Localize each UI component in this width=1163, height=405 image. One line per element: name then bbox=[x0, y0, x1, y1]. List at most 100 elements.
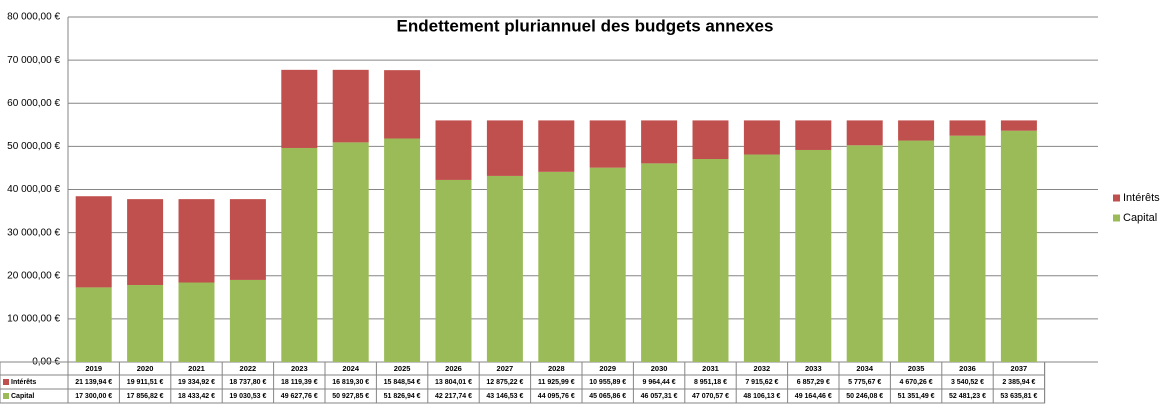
x-tick-label: 2020 bbox=[137, 364, 154, 373]
x-tick-label: 2025 bbox=[394, 364, 411, 373]
table-cell: 8 951,18 € bbox=[694, 379, 727, 386]
bar-segment bbox=[281, 69, 318, 148]
x-tick-label: 2034 bbox=[856, 364, 874, 373]
bar-segment bbox=[127, 199, 164, 285]
bar-segment bbox=[846, 120, 883, 146]
bar-segment bbox=[641, 120, 678, 164]
table-cell: 18 433,42 € bbox=[178, 393, 215, 400]
bar-segment bbox=[435, 120, 472, 180]
table-cell: 11 925,99 € bbox=[538, 379, 575, 386]
bar-segment bbox=[332, 69, 369, 143]
bar-segment bbox=[795, 120, 832, 150]
table-cell: 51 826,94 € bbox=[384, 393, 421, 400]
bar-segment bbox=[589, 120, 626, 168]
x-tick-label: 2022 bbox=[240, 364, 257, 373]
x-tick-label: 2019 bbox=[85, 364, 102, 373]
x-tick-label: 2032 bbox=[754, 364, 771, 373]
table-row-label: Intérêts bbox=[11, 379, 36, 386]
table-cell: 45 065,86 € bbox=[589, 393, 626, 400]
bar-segment bbox=[692, 159, 729, 362]
bar-segment bbox=[538, 171, 575, 362]
chart-title: Endettement pluriannuel des budgets anne… bbox=[397, 16, 774, 35]
bar-segment bbox=[127, 284, 164, 362]
y-tick-label: 30 000,00 € bbox=[7, 227, 60, 238]
bar-segment bbox=[75, 287, 112, 362]
table-cell: 10 955,89 € bbox=[589, 379, 626, 386]
bar-segment bbox=[743, 154, 780, 362]
table-cell: 6 857,29 € bbox=[797, 379, 830, 386]
bar-segment bbox=[435, 179, 472, 362]
bar-segment bbox=[538, 120, 575, 172]
legend-key bbox=[1113, 194, 1120, 202]
bar-segment bbox=[949, 120, 986, 136]
y-tick-label: 80 000,00 € bbox=[7, 12, 60, 23]
y-tick-label: 50 000,00 € bbox=[7, 141, 60, 152]
table-cell: 3 540,52 € bbox=[951, 379, 984, 386]
table-cell: 17 300,00 € bbox=[75, 393, 112, 400]
bar-segment bbox=[75, 196, 112, 288]
table-cell: 5 775,67 € bbox=[848, 379, 881, 386]
bar-segment bbox=[795, 149, 832, 362]
bar-segment bbox=[332, 142, 369, 362]
bar-segment bbox=[692, 120, 729, 160]
table-cell: 19 911,51 € bbox=[127, 379, 164, 386]
y-tick-label: 70 000,00 € bbox=[7, 55, 60, 66]
table-cell: 17 856,82 € bbox=[127, 393, 164, 400]
bar-segment bbox=[486, 120, 523, 176]
bar-segment bbox=[589, 167, 626, 362]
x-tick-label: 2036 bbox=[959, 364, 976, 373]
x-tick-label: 2033 bbox=[805, 364, 822, 373]
x-tick-label: 2030 bbox=[651, 364, 668, 373]
table-cell: 44 095,76 € bbox=[538, 393, 575, 400]
table-cell: 52 481,23 € bbox=[949, 393, 986, 400]
y-tick-label: 40 000,00 € bbox=[7, 184, 60, 195]
table-cell: 13 804,01 € bbox=[435, 379, 472, 386]
bar-segment bbox=[1000, 130, 1037, 362]
bar-segment bbox=[846, 145, 883, 362]
table-cell: 43 146,53 € bbox=[486, 393, 523, 400]
table-cell: 21 139,94 € bbox=[75, 379, 112, 386]
table-cell: 4 670,26 € bbox=[900, 379, 933, 386]
x-tick-label: 2031 bbox=[702, 364, 719, 373]
bar-segment bbox=[898, 120, 935, 141]
table-cell: 18 737,80 € bbox=[229, 379, 266, 386]
bar-segment bbox=[641, 163, 678, 362]
table-legend-key bbox=[3, 379, 9, 385]
bar-segment bbox=[949, 135, 986, 362]
table-cell: 7 915,62 € bbox=[745, 379, 778, 386]
legend-label: Intérêts bbox=[1123, 192, 1160, 204]
y-tick-label: 20 000,00 € bbox=[7, 270, 60, 281]
table-cell: 48 106,13 € bbox=[743, 393, 780, 400]
table-cell: 51 351,49 € bbox=[898, 393, 935, 400]
x-tick-label: 2037 bbox=[1011, 364, 1028, 373]
bar-segment bbox=[1000, 120, 1037, 131]
table-cell: 15 848,54 € bbox=[384, 379, 421, 386]
bar-segment bbox=[178, 282, 215, 362]
table-cell: 49 164,46 € bbox=[795, 393, 832, 400]
bar-segment bbox=[384, 70, 421, 139]
table-cell: 47 070,57 € bbox=[692, 393, 729, 400]
legend-key bbox=[1113, 214, 1120, 222]
table-cell: 9 964,44 € bbox=[643, 379, 676, 386]
x-tick-label: 2028 bbox=[548, 364, 565, 373]
table-cell: 50 246,08 € bbox=[846, 393, 883, 400]
bar-segment bbox=[898, 140, 935, 362]
bar-segment bbox=[281, 147, 318, 362]
x-tick-label: 2023 bbox=[291, 364, 308, 373]
x-tick-label: 2021 bbox=[188, 364, 205, 373]
table-cell: 2 385,94 € bbox=[1002, 379, 1035, 386]
bar-segment bbox=[384, 138, 421, 362]
table-cell: 16 819,30 € bbox=[332, 379, 369, 386]
table-cell: 53 635,81 € bbox=[1000, 393, 1037, 400]
x-tick-label: 2026 bbox=[445, 364, 462, 373]
x-tick-label: 2027 bbox=[497, 364, 514, 373]
table-cell: 49 627,76 € bbox=[281, 393, 318, 400]
bar-segment bbox=[229, 199, 266, 280]
bar-segment bbox=[743, 120, 780, 155]
bar-segment bbox=[486, 175, 523, 362]
table-cell: 19 030,53 € bbox=[229, 393, 266, 400]
y-tick-label: 60 000,00 € bbox=[7, 98, 60, 109]
bar-segment bbox=[229, 279, 266, 362]
table-cell: 19 334,92 € bbox=[178, 379, 215, 386]
